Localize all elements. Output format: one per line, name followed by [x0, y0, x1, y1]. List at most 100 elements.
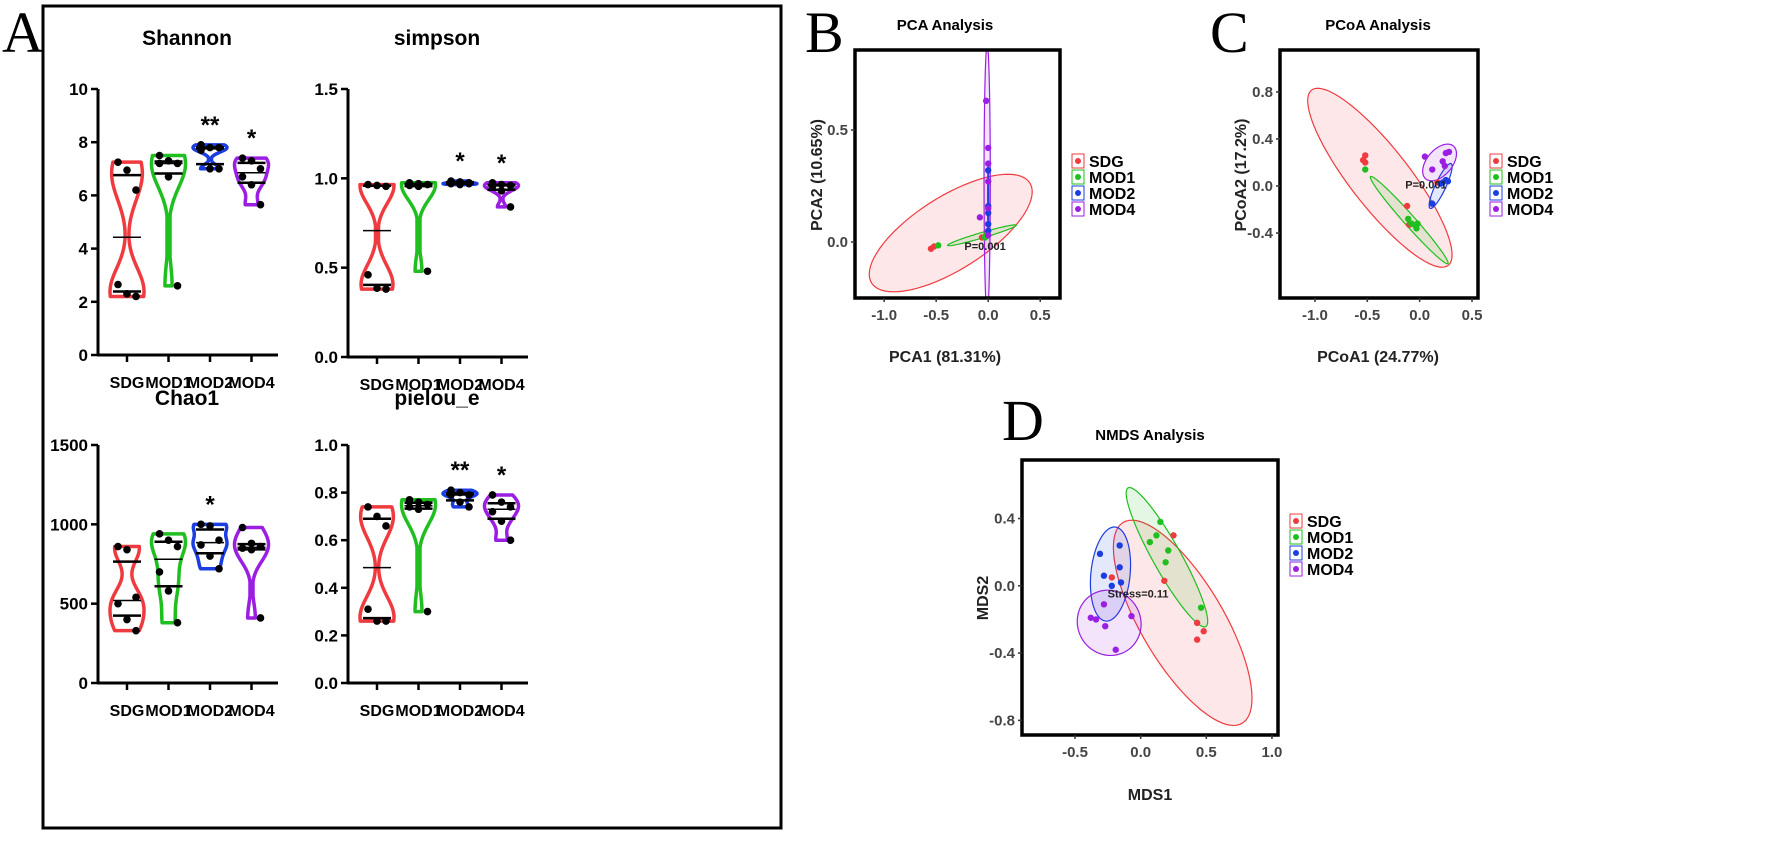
point-mod2 — [1117, 579, 1125, 586]
point-mod4 — [1112, 646, 1119, 653]
point-mod4 — [984, 205, 992, 212]
point-sdg — [1193, 619, 1201, 627]
point-mod4 — [1102, 622, 1109, 630]
significance-marker: * — [247, 125, 257, 152]
data-point — [506, 181, 515, 190]
point-mod2 — [1116, 564, 1123, 571]
violin-mod2 — [191, 143, 229, 171]
x-tick-label: 0.5 — [1196, 744, 1217, 761]
point-mod4 — [1128, 612, 1135, 620]
data-point — [488, 507, 497, 516]
plot-area — [868, 50, 1033, 298]
data-point — [465, 179, 473, 188]
point-mod1 — [1414, 220, 1421, 227]
confidence-ellipse-mod4 — [1076, 589, 1142, 657]
data-point — [506, 536, 515, 544]
x-tick-label: MOD2 — [437, 703, 483, 720]
x-tick-label: SDG — [360, 377, 395, 394]
y-tick-label: 0.4 — [994, 511, 1016, 528]
point-mod4 — [1100, 601, 1108, 608]
point-mod4 — [1087, 614, 1094, 621]
point-mod4 — [1441, 162, 1449, 170]
violin-mod1 — [399, 497, 438, 614]
y-tick-label: 6 — [79, 186, 88, 205]
point-mod2 — [1116, 542, 1123, 549]
x-tick-label: 0.0 — [1130, 744, 1151, 761]
data-point — [132, 292, 140, 301]
data-point — [215, 564, 223, 573]
chart-title: Shannon — [142, 27, 232, 50]
violin-mod4 — [482, 181, 521, 209]
y-tick-label: 0.4 — [1252, 131, 1274, 148]
legend-label: MOD1 — [1507, 170, 1553, 187]
data-point — [364, 503, 372, 511]
confidence-ellipse-mod1 — [1125, 486, 1209, 628]
legend-label: SDG — [1507, 154, 1542, 171]
point-mod2 — [1100, 572, 1108, 579]
data-point — [132, 186, 140, 194]
x-axis-label: MDS1 — [1128, 787, 1173, 804]
point-mod1 — [1197, 604, 1205, 611]
data-point — [247, 180, 256, 189]
x-tick-label: -0.5 — [923, 307, 949, 324]
x-tick-label: MOD2 — [187, 375, 233, 392]
x-tick-label: SDG — [110, 703, 145, 720]
data-point — [215, 536, 223, 544]
plot-frame — [1020, 458, 1280, 737]
data-point — [123, 290, 131, 298]
y-tick-label: 10 — [69, 80, 88, 99]
data-point — [164, 587, 173, 595]
legend-label: SDG — [1307, 514, 1342, 531]
point-mod4 — [1429, 166, 1436, 173]
legend-marker-mod1 — [1493, 174, 1499, 180]
point-sdg — [1161, 577, 1168, 584]
data-point — [173, 159, 182, 168]
y-axis-label: PCoA2 (17.2%) — [1233, 119, 1250, 232]
data-point — [123, 166, 131, 174]
y-tick-label: 0.0 — [994, 578, 1015, 595]
y-tick-label: 0.0 — [827, 234, 848, 251]
x-tick-label: -0.5 — [1062, 744, 1088, 761]
data-point — [206, 143, 214, 152]
y-tick-label: 0.4 — [314, 579, 338, 598]
point-mod1 — [1362, 166, 1369, 173]
data-point — [247, 545, 256, 554]
point-mod1 — [1404, 215, 1412, 223]
point-mod4 — [982, 97, 990, 105]
legend-marker-mod1 — [1293, 534, 1299, 540]
x-tick-label: MOD4 — [478, 377, 524, 394]
data-point — [414, 505, 423, 514]
data-point — [238, 523, 247, 532]
data-point — [155, 530, 164, 538]
legend-marker-mod4 — [1493, 206, 1499, 212]
point-mod2 — [984, 220, 992, 228]
data-point — [206, 165, 214, 173]
data-point — [456, 180, 464, 189]
panel-letter-b: B — [805, 0, 844, 65]
data-point — [405, 503, 414, 511]
data-point — [456, 488, 464, 497]
confidence-ellipse-sdg — [1112, 519, 1253, 727]
data-point — [488, 491, 497, 499]
x-tick-label: MOD1 — [395, 703, 441, 720]
data-point — [173, 542, 182, 551]
violin-sdg — [358, 505, 396, 623]
chart-title: NMDS Analysis — [1095, 427, 1204, 444]
legend-label: MOD4 — [1507, 202, 1553, 219]
panel-letter-d: D — [1002, 388, 1044, 453]
data-point — [414, 182, 423, 191]
y-tick-label: 1.5 — [314, 80, 338, 99]
point-sdg — [1193, 636, 1201, 643]
data-point — [497, 187, 506, 195]
data-point — [382, 522, 390, 530]
data-point — [114, 599, 122, 608]
data-point — [197, 141, 205, 149]
y-tick-label: 0.0 — [314, 674, 338, 693]
plot-area — [1307, 87, 1458, 268]
data-point — [123, 615, 131, 624]
stat-annotation: P=0.001 — [1405, 179, 1446, 191]
